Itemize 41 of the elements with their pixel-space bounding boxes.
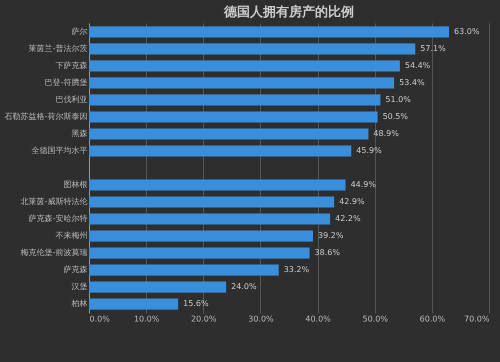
- y-tick-label: 巴登-符腾堡: [44, 78, 88, 87]
- data-label: 42.9%: [339, 197, 365, 206]
- chart-title: 德国人拥有房产的比例: [223, 4, 354, 20]
- x-tick-label: 70.0%: [464, 314, 490, 324]
- y-tick-label: 莱茵兰-普法尔茨: [28, 44, 88, 53]
- x-tick-label: 30.0%: [248, 314, 274, 324]
- data-label: 53.4%: [399, 78, 425, 87]
- data-label: 45.9%: [356, 146, 382, 155]
- y-tick-label: 黑森: [72, 128, 88, 138]
- y-tick-label: 梅克伦堡-前波莫瑞: [20, 248, 88, 258]
- data-label: 15.6%: [183, 299, 209, 308]
- data-label: 51.0%: [385, 94, 412, 104]
- data-label: 24.0%: [231, 282, 257, 292]
- y-tick-label: 萨尔: [72, 26, 88, 36]
- data-label: 48.9%: [373, 128, 400, 138]
- y-tick-label: 萨克森-安哈尔特: [28, 214, 88, 224]
- data-label: 42.2%: [335, 214, 361, 224]
- y-tick-label: 全德国平均水平: [32, 146, 88, 155]
- y-tick-label: 巴伐利亚: [56, 94, 88, 104]
- data-label: 33.2%: [284, 265, 310, 274]
- y-tick-label: 下萨克森: [56, 60, 88, 70]
- data-label: 63.0%: [454, 26, 480, 36]
- data-label: 38.6%: [314, 248, 340, 258]
- data-label: 54.4%: [404, 60, 431, 70]
- x-tick-label: 60.0%: [420, 314, 446, 324]
- data-label: 57.1%: [420, 44, 446, 53]
- data-label: 39.2%: [318, 231, 344, 240]
- data-label: 44.9%: [350, 180, 376, 190]
- y-tick-label: 柏林: [70, 299, 88, 308]
- y-tick-label: 萨克森: [64, 265, 88, 274]
- y-tick-label: 图林根: [64, 180, 88, 190]
- y-tick-label: 汉堡: [72, 282, 88, 292]
- y-tick-label: 石勒苏益格-荷尔斯泰因: [4, 112, 88, 121]
- data-label: 50.5%: [382, 112, 408, 121]
- x-tick-label: 40.0%: [305, 314, 332, 324]
- y-tick-label: 北莱茵-威斯特法伦: [20, 197, 88, 206]
- x-tick-label: 50.0%: [362, 314, 388, 324]
- x-tick-label: 20.0%: [191, 314, 217, 324]
- x-tick-label: 10.0%: [134, 314, 160, 324]
- x-tick-label: 0.0%: [90, 314, 110, 324]
- y-tick-label: 不来梅州: [56, 231, 88, 240]
